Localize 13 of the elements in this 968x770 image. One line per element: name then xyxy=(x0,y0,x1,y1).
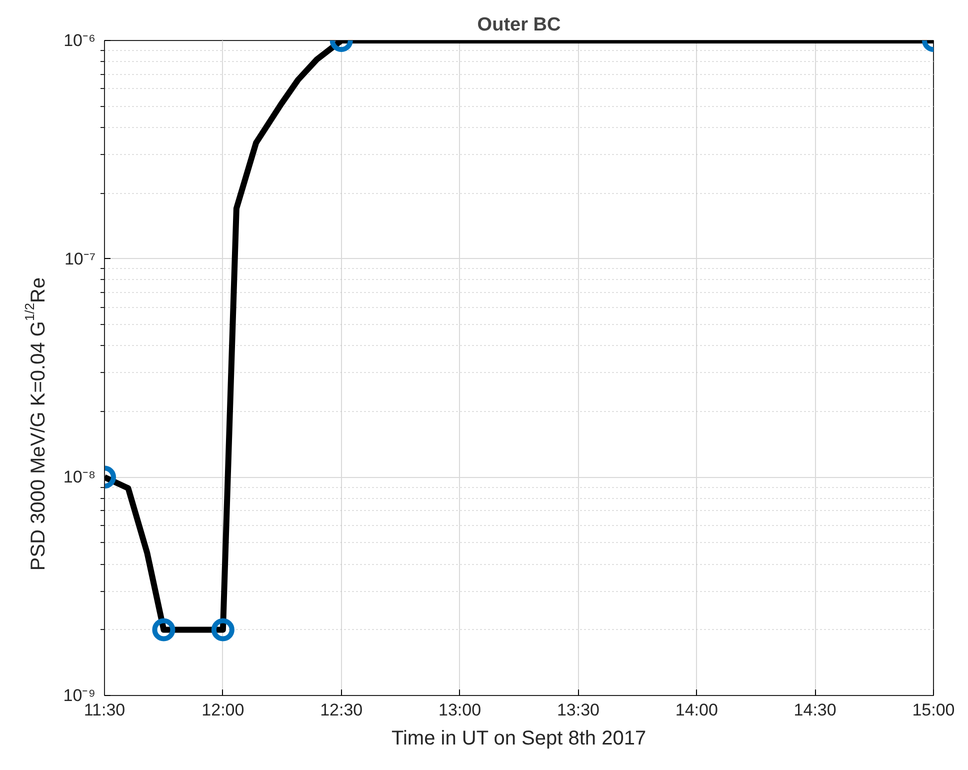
x-tick-label: 13:00 xyxy=(438,700,482,720)
x-tick-label: 13:30 xyxy=(556,700,600,720)
chart-title: Outer BC xyxy=(477,14,561,36)
y-tick-label: 10⁻⁶ xyxy=(64,31,96,50)
y-tick-label: 10⁻⁸ xyxy=(63,468,96,487)
y-axis-title: PSD 3000 MeV/G K=0.04 G1/2Re xyxy=(22,277,50,571)
x-tick-label: 12:30 xyxy=(320,700,363,720)
x-tick-label: 15:00 xyxy=(912,700,955,720)
x-axis-title: Time in UT on Sept 8th 2017 xyxy=(392,728,646,750)
x-tick-label: 12:00 xyxy=(202,700,244,720)
x-tick-label: 14:30 xyxy=(794,700,836,720)
y-tick-label: 10⁻⁷ xyxy=(64,249,96,268)
x-tick-label: 14:00 xyxy=(675,700,718,720)
